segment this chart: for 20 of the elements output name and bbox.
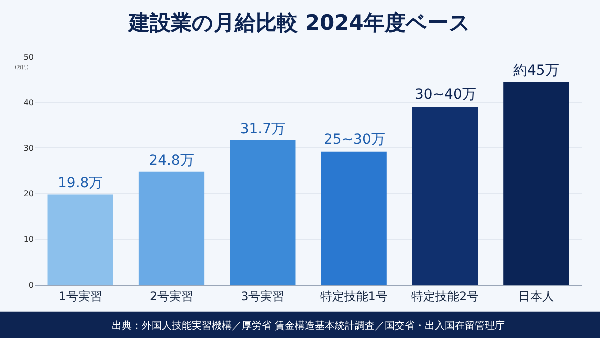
- y-tick-label: 50: [24, 52, 34, 62]
- data-label: 19.8万: [58, 176, 104, 192]
- x-tick-label: 2号実習: [150, 289, 194, 304]
- annotation: 25~30万: [324, 132, 386, 148]
- data-label: 24.8万: [149, 152, 194, 169]
- y-tick-label: 10: [24, 235, 34, 244]
- data-label: 約45万: [514, 63, 560, 80]
- x-tick-label: 3号実習: [241, 289, 285, 304]
- x-tick-label: 日本人: [518, 289, 554, 304]
- y-tick-label: 0: [28, 280, 34, 290]
- x-tick-label: 1号実習: [58, 289, 102, 304]
- y-tick-label: 30: [24, 144, 34, 153]
- data-label: 31.7万: [240, 121, 286, 138]
- y-tick-label: 40: [24, 98, 34, 108]
- y-tick-label: 20: [24, 190, 34, 199]
- x-tick-label: 特定技能1号: [320, 289, 388, 304]
- annotation: 30~40万: [415, 87, 476, 103]
- chart-title: 建設業の月給比較 2024年度ベース: [127, 10, 471, 35]
- source-note: 出典：外国人技能実習機構／厚労省 賃金構造基本統計調査／国交省・出入国在留管理庁: [112, 320, 506, 332]
- x-tick-label: 特定技能2号: [411, 289, 480, 304]
